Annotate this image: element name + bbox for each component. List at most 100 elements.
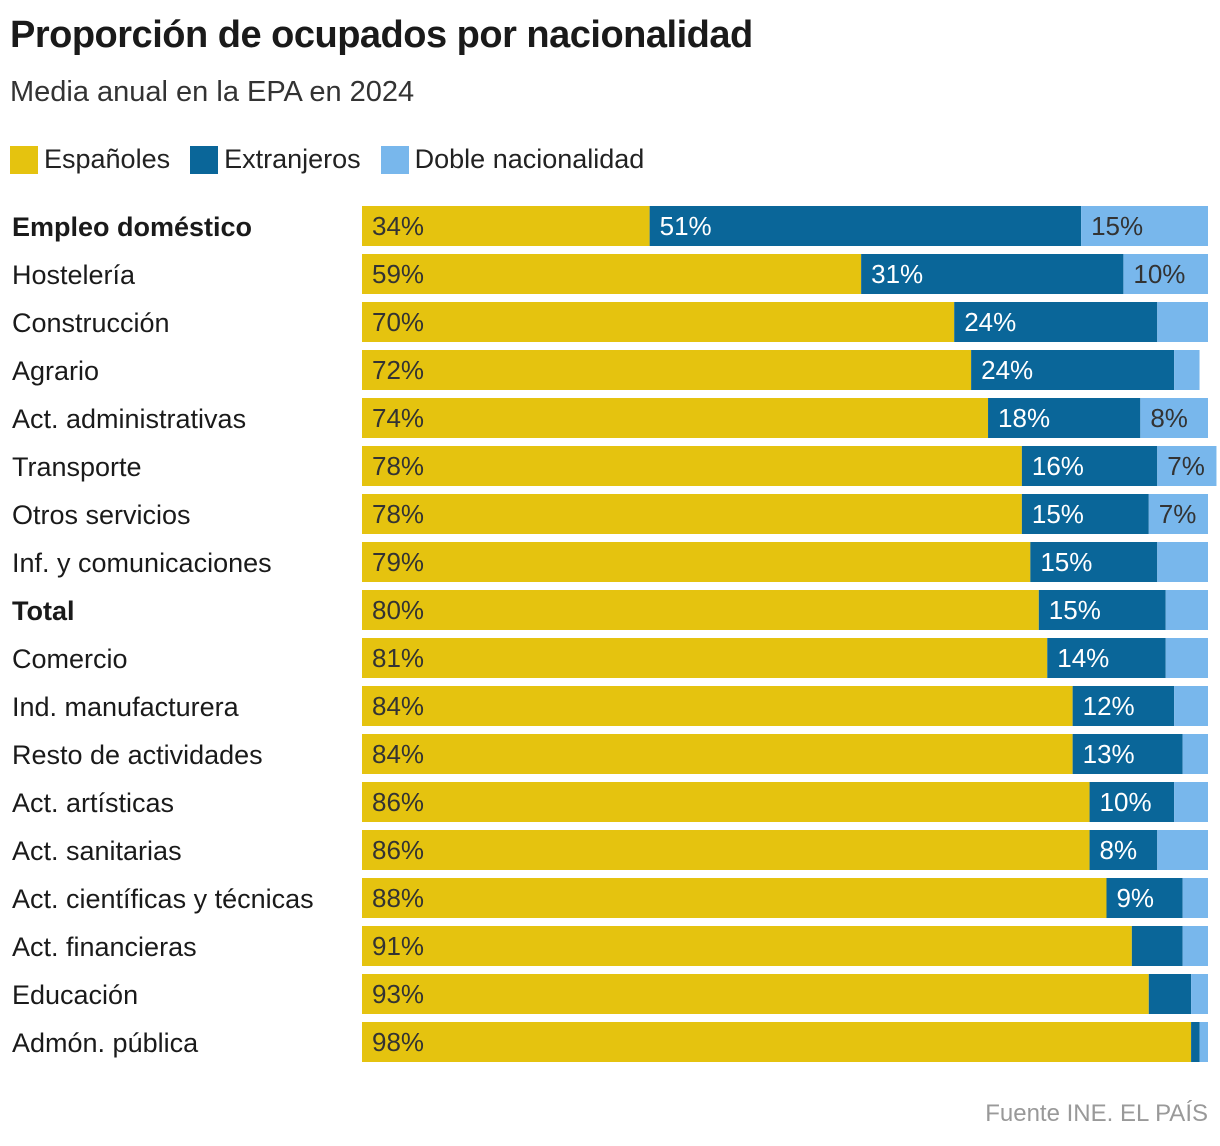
data-label: 81% <box>372 643 424 673</box>
data-label: 84% <box>372 739 424 769</box>
bar-segment-espanoles <box>362 398 989 438</box>
category-label: Comercio <box>12 644 128 674</box>
bar-segment-espanoles <box>362 1022 1192 1062</box>
data-label: 18% <box>998 403 1050 433</box>
bar-segment-espanoles <box>362 686 1073 726</box>
data-label: 78% <box>372 499 424 529</box>
bar-segment-doble-nacionalidad <box>1174 350 1200 390</box>
bar-segment-espanoles <box>362 446 1022 486</box>
bar-segment-espanoles <box>362 926 1132 966</box>
data-label: 51% <box>660 211 712 241</box>
bar-segment-doble-nacionalidad <box>1157 830 1208 870</box>
data-label: 14% <box>1057 643 1109 673</box>
stacked-bar-chart: Empleo doméstico 34% 51% 15% Hostelería 59% 31… <box>12 206 1217 1062</box>
bar-segment-espanoles <box>362 974 1149 1014</box>
bar-segment-espanoles <box>362 878 1107 918</box>
bar-segment-doble-nacionalidad <box>1191 974 1208 1014</box>
bar-segment-doble-nacionalidad <box>1157 542 1208 582</box>
data-label: 59% <box>372 259 424 289</box>
legend-item-espanoles: Españoles <box>10 144 170 175</box>
category-label: Empleo doméstico <box>12 212 252 242</box>
data-label: 15% <box>1032 499 1084 529</box>
bar-segment-extranjeros <box>1089 830 1158 870</box>
bar-segment-espanoles <box>362 638 1048 678</box>
bar-segment-extranjeros <box>1038 590 1166 630</box>
bar-segment-espanoles <box>362 830 1090 870</box>
bar-segment-espanoles <box>362 590 1039 630</box>
bar-segment-doble-nacionalidad <box>1157 446 1217 486</box>
category-label: Act. artísticas <box>12 788 174 818</box>
data-label: 84% <box>372 691 424 721</box>
bar-segment-doble-nacionalidad <box>1081 206 1208 246</box>
data-label: 8% <box>1100 835 1138 865</box>
legend-swatch <box>190 145 219 174</box>
category-label: Ind. manufacturera <box>12 692 240 722</box>
legend-label: Doble nacionalidad <box>414 144 645 174</box>
data-label: 34% <box>372 211 424 241</box>
data-label: 10% <box>1133 259 1185 289</box>
data-label: 86% <box>372 835 424 865</box>
bar-segment-doble-nacionalidad <box>1199 1022 1208 1062</box>
data-label: 10% <box>1100 787 1152 817</box>
bar-segment-doble-nacionalidad <box>1123 254 1208 294</box>
bar-segment-espanoles <box>362 494 1022 534</box>
data-label: 15% <box>1049 595 1101 625</box>
category-label: Construcción <box>12 308 170 338</box>
bar-segment-espanoles <box>362 542 1031 582</box>
chart-title: Proporción de ocupados por nacionalidad <box>10 14 753 56</box>
data-label: 79% <box>372 547 424 577</box>
bar-segment-espanoles <box>362 782 1090 822</box>
data-label: 86% <box>372 787 424 817</box>
data-label: 9% <box>1116 883 1154 913</box>
bar-segment-doble-nacionalidad <box>1174 782 1208 822</box>
data-label: 80% <box>372 595 424 625</box>
bar-segment-doble-nacionalidad <box>1148 494 1208 534</box>
legend-item-doble: Doble nacionalidad <box>380 144 645 175</box>
category-label: Educación <box>12 980 138 1010</box>
bar-segment-espanoles <box>362 302 955 342</box>
bar-segment-extranjeros <box>1072 734 1183 774</box>
category-label: Transporte <box>12 452 142 482</box>
data-label: 15% <box>1040 547 1092 577</box>
bar-segment-doble-nacionalidad <box>1174 686 1208 726</box>
bar-segment-extranjeros <box>988 398 1141 438</box>
data-label: 7% <box>1159 499 1197 529</box>
category-label: Act. administrativas <box>12 404 246 434</box>
data-label: 31% <box>871 259 923 289</box>
bar-segment-extranjeros <box>1021 494 1149 534</box>
bar-segment-extranjeros <box>1021 446 1158 486</box>
bar-segment-espanoles <box>362 350 972 390</box>
bar-segment-extranjeros <box>1089 782 1175 822</box>
category-label: Admón. pública <box>12 1028 199 1058</box>
bar-segment-extranjeros <box>971 350 1175 390</box>
bar-segment-doble-nacionalidad <box>1165 638 1208 678</box>
bar-segment-extranjeros <box>1131 926 1183 966</box>
bar-segment-extranjeros <box>1030 542 1158 582</box>
data-label: 7% <box>1167 451 1205 481</box>
data-label: 70% <box>372 307 424 337</box>
category-label: Otros servicios <box>12 500 191 530</box>
data-label: 78% <box>372 451 424 481</box>
bar-segment-extranjeros <box>649 206 1082 246</box>
bar-segment-doble-nacionalidad <box>1157 302 1208 342</box>
data-label: 8% <box>1150 403 1188 433</box>
data-label: 12% <box>1083 691 1135 721</box>
data-label: 72% <box>372 355 424 385</box>
data-label: 15% <box>1091 211 1143 241</box>
legend-swatch <box>380 145 409 174</box>
category-label: Inf. y comunicaciones <box>12 548 272 578</box>
data-label: 93% <box>372 979 424 1009</box>
data-label: 24% <box>981 355 1033 385</box>
data-label: 74% <box>372 403 424 433</box>
bar-segment-espanoles <box>362 206 650 246</box>
bar-segment-espanoles <box>362 254 862 294</box>
category-label: Total <box>12 596 75 626</box>
bar-segment-espanoles <box>362 734 1073 774</box>
bar-segment-extranjeros <box>1072 686 1175 726</box>
bar-segment-extranjeros <box>954 302 1158 342</box>
category-label: Agrario <box>12 356 99 386</box>
source-note: Fuente INE. EL PAÍS <box>985 1100 1208 1127</box>
legend: Españoles Extranjeros Doble nacionalidad <box>10 144 664 175</box>
category-label: Act. científicas y técnicas <box>12 884 314 914</box>
legend-swatch <box>10 145 38 174</box>
